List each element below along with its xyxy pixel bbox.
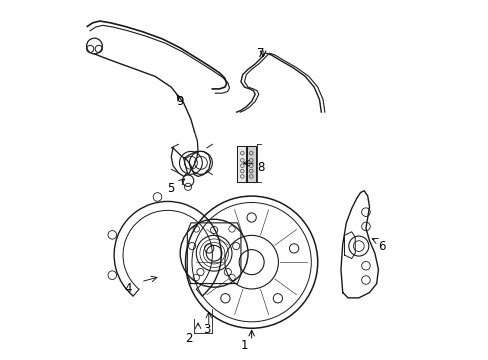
Polygon shape [237, 146, 247, 182]
Text: 2: 2 [185, 333, 192, 346]
Text: 1: 1 [240, 338, 248, 351]
Text: 7: 7 [256, 47, 264, 60]
Circle shape [182, 175, 193, 186]
Circle shape [86, 38, 102, 54]
Text: 4: 4 [124, 283, 132, 296]
Text: 3: 3 [203, 323, 210, 336]
Text: 5: 5 [167, 183, 175, 195]
Polygon shape [246, 146, 256, 182]
Text: 9: 9 [176, 95, 183, 108]
Text: 8: 8 [256, 161, 264, 174]
Text: 6: 6 [378, 240, 385, 253]
